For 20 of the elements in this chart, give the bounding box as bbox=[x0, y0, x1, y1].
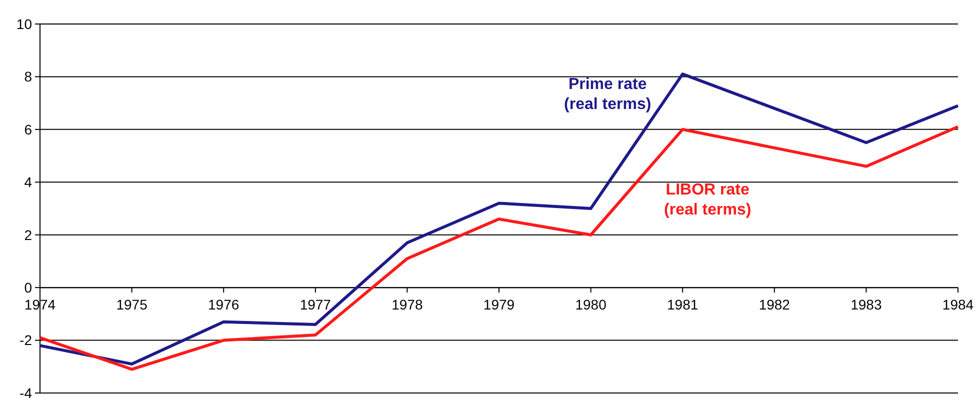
y-tick-label: 0 bbox=[24, 279, 32, 296]
x-tick-label: 1976 bbox=[208, 296, 240, 313]
y-tick-label: 8 bbox=[24, 68, 32, 85]
y-tick-label: -2 bbox=[20, 332, 32, 348]
x-tick-label: 1982 bbox=[758, 296, 790, 313]
x-tick-label: 1984 bbox=[942, 296, 974, 313]
y-tick-label: 10 bbox=[16, 16, 32, 32]
y-tick-label: -4 bbox=[20, 384, 32, 401]
x-tick-label: 1983 bbox=[850, 296, 882, 313]
x-tick-label: 1978 bbox=[392, 296, 423, 313]
series-label: LIBOR rate (real terms) bbox=[664, 181, 752, 218]
x-tick-label: 1975 bbox=[116, 296, 148, 313]
x-tick-label: 1979 bbox=[483, 296, 515, 313]
y-tick-label: 4 bbox=[24, 174, 32, 190]
x-tick-label: 1980 bbox=[575, 296, 607, 313]
x-tick-label: 1977 bbox=[300, 296, 332, 313]
series-label: Prime rate (real terms) bbox=[564, 76, 652, 114]
y-tick-label: 6 bbox=[24, 121, 32, 138]
x-tick-label: 1981 bbox=[667, 296, 698, 313]
y-tick-label: 2 bbox=[24, 226, 32, 243]
